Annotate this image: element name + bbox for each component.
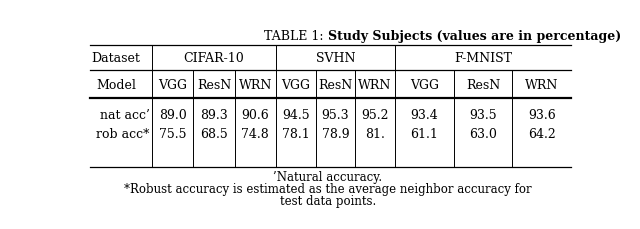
Text: 68.5: 68.5 xyxy=(200,128,228,141)
Text: ’Natural accuracy.: ’Natural accuracy. xyxy=(273,170,383,183)
Text: TABLE 1:: TABLE 1: xyxy=(264,30,328,43)
Text: test data points.: test data points. xyxy=(280,194,376,207)
Text: 78.1: 78.1 xyxy=(282,128,310,141)
Text: ResN: ResN xyxy=(196,78,231,91)
Text: WRN: WRN xyxy=(358,78,392,91)
Text: VGG: VGG xyxy=(158,78,187,91)
Text: 90.6: 90.6 xyxy=(241,108,269,121)
Text: 95.2: 95.2 xyxy=(362,108,389,121)
Text: 95.3: 95.3 xyxy=(322,108,349,121)
Text: ResN: ResN xyxy=(318,78,353,91)
Text: Model: Model xyxy=(96,78,136,91)
Text: WRN: WRN xyxy=(525,78,558,91)
Text: ResN: ResN xyxy=(466,78,500,91)
Text: 74.8: 74.8 xyxy=(241,128,269,141)
Text: CIFAR-10: CIFAR-10 xyxy=(184,52,244,65)
Text: 93.6: 93.6 xyxy=(528,108,556,121)
Text: Study Subjects (values are in percentage): Study Subjects (values are in percentage… xyxy=(328,30,621,43)
Text: 63.0: 63.0 xyxy=(469,128,497,141)
Text: 61.1: 61.1 xyxy=(410,128,438,141)
Text: rob acc*: rob acc* xyxy=(96,128,150,141)
Text: 89.0: 89.0 xyxy=(159,108,186,121)
Text: 93.5: 93.5 xyxy=(469,108,497,121)
Text: 94.5: 94.5 xyxy=(282,108,310,121)
Text: 75.5: 75.5 xyxy=(159,128,186,141)
Text: 93.4: 93.4 xyxy=(410,108,438,121)
Text: 89.3: 89.3 xyxy=(200,108,228,121)
Text: nat acc’: nat acc’ xyxy=(100,108,150,121)
Text: 78.9: 78.9 xyxy=(322,128,349,141)
Text: *Robust accuracy is estimated as the average neighbor accuracy for: *Robust accuracy is estimated as the ave… xyxy=(124,182,532,195)
Text: SVHN: SVHN xyxy=(316,52,355,65)
Text: Dataset: Dataset xyxy=(92,52,140,65)
Text: VGG: VGG xyxy=(281,78,310,91)
Text: VGG: VGG xyxy=(410,78,439,91)
Text: F-MNIST: F-MNIST xyxy=(454,52,512,65)
Text: 64.2: 64.2 xyxy=(528,128,556,141)
Text: WRN: WRN xyxy=(239,78,272,91)
Text: 81.: 81. xyxy=(365,128,385,141)
